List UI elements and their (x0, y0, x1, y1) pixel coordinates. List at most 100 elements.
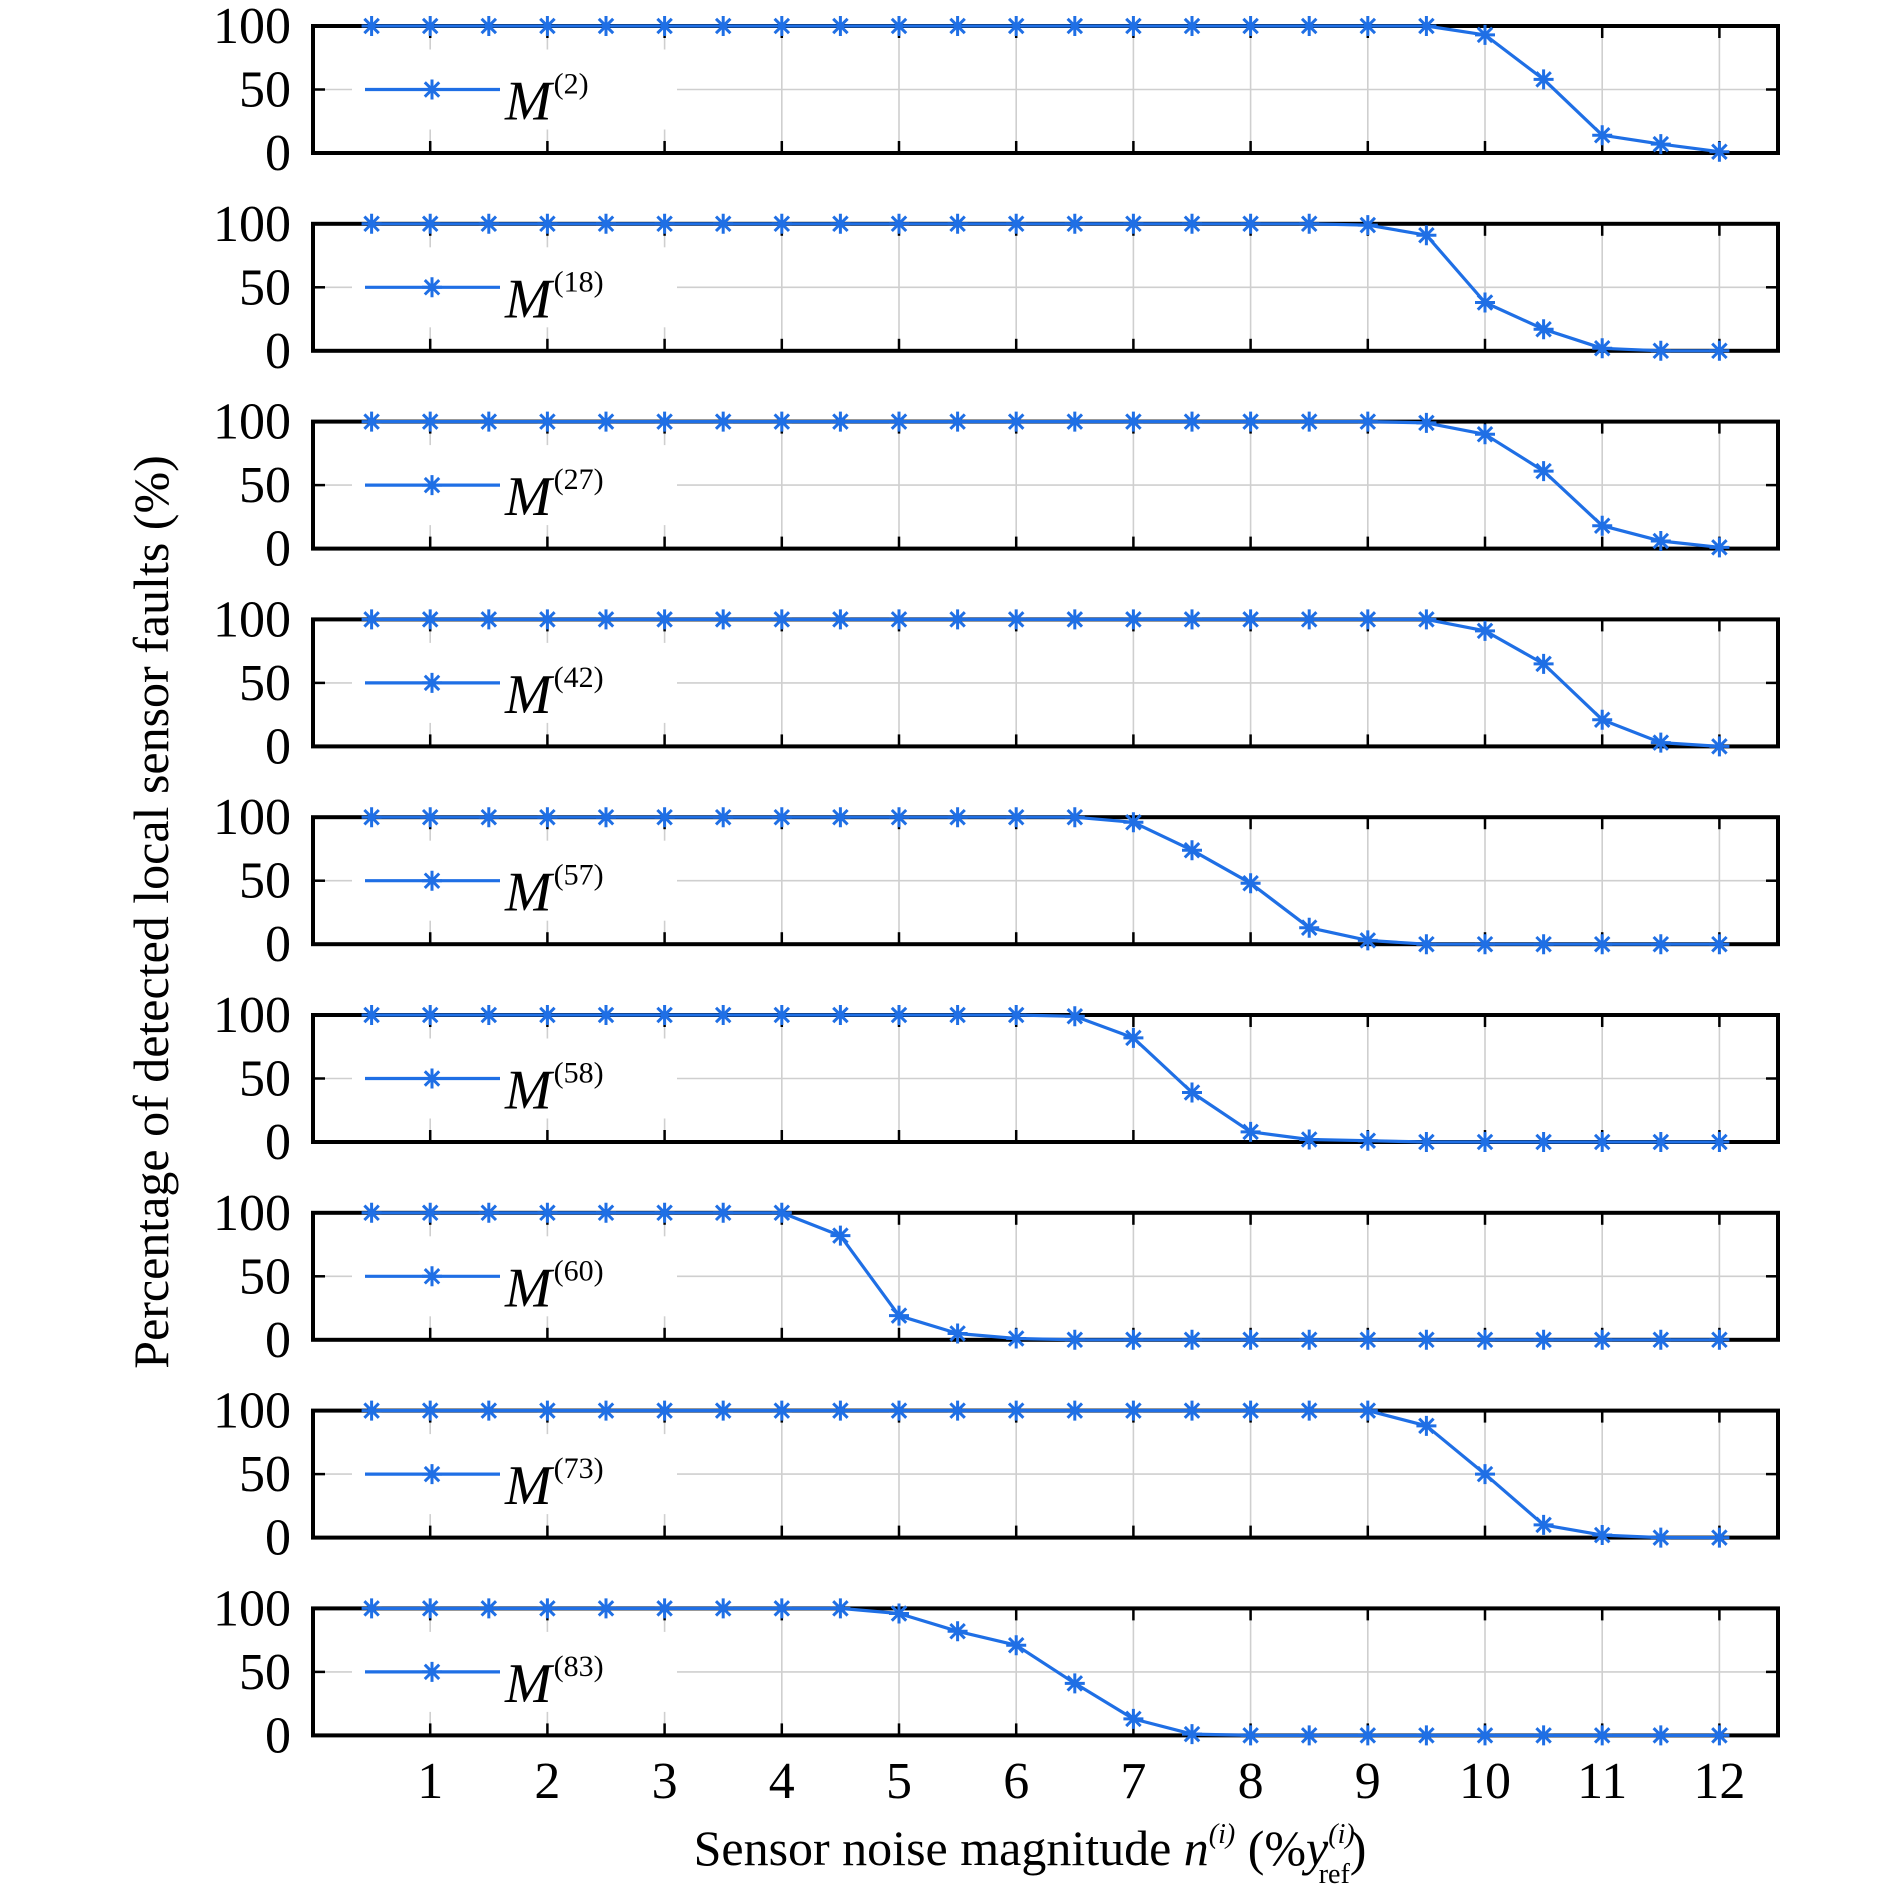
data-point (713, 609, 734, 630)
data-point (771, 1400, 792, 1421)
subplot-4: 0 50 100 M(42) (213, 591, 1780, 775)
data-point (1533, 1132, 1554, 1152)
data-point (1064, 213, 1085, 234)
data-point (1475, 934, 1495, 955)
data-point (1709, 340, 1730, 361)
data-point (361, 807, 382, 828)
data-point (771, 1005, 792, 1025)
data-point (537, 1598, 558, 1619)
legend-label-superscript: (58) (554, 1057, 604, 1090)
data-point (478, 1005, 499, 1025)
x-axis: 1 2 3 4 5 6 7 8 9 10 11 12 (417, 1753, 1745, 1810)
data-point (1709, 934, 1730, 955)
data-point (1592, 338, 1613, 359)
data-point (1240, 609, 1261, 630)
data-point (1182, 1724, 1202, 1745)
data-point (1006, 1635, 1027, 1656)
y-tick-label-50: 50 (239, 1644, 291, 1701)
y-tick-label-50: 50 (239, 1446, 291, 1503)
axes-box (311, 1606, 1780, 1738)
x-axis-title-ref-sub: ref (1319, 1859, 1351, 1890)
legend-label: M(27) (504, 463, 604, 528)
data-point (1123, 411, 1144, 432)
data-point (1299, 609, 1320, 630)
y-tick-label-100: 100 (213, 0, 291, 55)
data-point (478, 1202, 499, 1223)
legend-label-superscript: (27) (554, 463, 604, 496)
data-point (1475, 292, 1495, 313)
x-axis-title-main: Sensor noise magnitude (694, 1820, 1184, 1876)
legend-label: M(73) (504, 1452, 604, 1517)
data-point (361, 213, 382, 234)
data-point (420, 1400, 441, 1421)
data-point (1533, 1329, 1554, 1350)
legend-marker (422, 1661, 442, 1682)
legend-label-base: M (504, 1060, 555, 1122)
data-point (1299, 917, 1320, 938)
data-point (1475, 1725, 1495, 1746)
y-tick-label-0: 0 (265, 916, 291, 973)
data-point (1533, 1514, 1554, 1535)
y-tick-label-100: 100 (213, 1383, 291, 1440)
data-point (1240, 16, 1261, 36)
data-point (771, 807, 792, 828)
data-point (1357, 411, 1378, 432)
data-point (478, 609, 499, 630)
data-point (1650, 732, 1671, 753)
data-point (947, 411, 968, 432)
legend-marker (422, 1068, 442, 1089)
data-point (1240, 873, 1261, 894)
data-point (1123, 213, 1144, 234)
data-point (361, 411, 382, 432)
y-tick-label-100: 100 (213, 196, 291, 253)
legend-label: M(42) (504, 661, 604, 726)
legend-label-base: M (504, 1455, 555, 1517)
y-tick-label-50: 50 (239, 259, 291, 316)
data-point (1357, 1400, 1378, 1421)
subplot-1: 0 50 100 M(2) (213, 0, 1780, 182)
data-point (1357, 215, 1378, 236)
data-point (889, 16, 909, 36)
y-tick-label-100: 100 (213, 1185, 291, 1242)
data-point (1650, 934, 1671, 955)
data-point (1416, 1725, 1437, 1746)
data-point (654, 1202, 675, 1223)
data-point (1182, 1082, 1202, 1103)
data-point (1240, 1121, 1261, 1142)
data-point (771, 213, 792, 234)
legend-label-base: M (504, 71, 555, 133)
data-point (1006, 16, 1027, 36)
y-tick-label-50: 50 (239, 655, 291, 712)
data-point (420, 411, 441, 432)
data-point (420, 1202, 441, 1223)
data-point (1123, 16, 1144, 36)
data-point (830, 609, 851, 630)
data-point (1006, 213, 1027, 234)
x-tick-label-9: 9 (1355, 1753, 1381, 1810)
x-tick-label-3: 3 (652, 1753, 678, 1810)
legend-label-superscript: (73) (554, 1452, 604, 1485)
x-tick-label-7: 7 (1120, 1753, 1146, 1810)
subplot-panels: 050100M(2)050100M(18)050100M(27)050100M(… (213, 0, 1780, 1764)
legend-label-base: M (504, 466, 555, 528)
data-point (947, 807, 968, 828)
data-point (478, 16, 499, 36)
data-point (537, 1005, 558, 1025)
data-point (713, 1598, 734, 1619)
data-point (1650, 340, 1671, 361)
data-point (1123, 1329, 1144, 1350)
legend-label: M(58) (504, 1057, 604, 1122)
data-point (1592, 515, 1613, 536)
data-point (1475, 620, 1495, 641)
data-point (1182, 609, 1202, 630)
data-point (654, 16, 675, 36)
data-point (1006, 1005, 1027, 1025)
data-point (1064, 1400, 1085, 1421)
data-point (361, 1598, 382, 1619)
data-point (596, 411, 616, 432)
data-point (1475, 1464, 1495, 1485)
subplot-2: 0 50 100 M(18) (213, 196, 1780, 380)
data-point (478, 1400, 499, 1421)
data-point (830, 411, 851, 432)
